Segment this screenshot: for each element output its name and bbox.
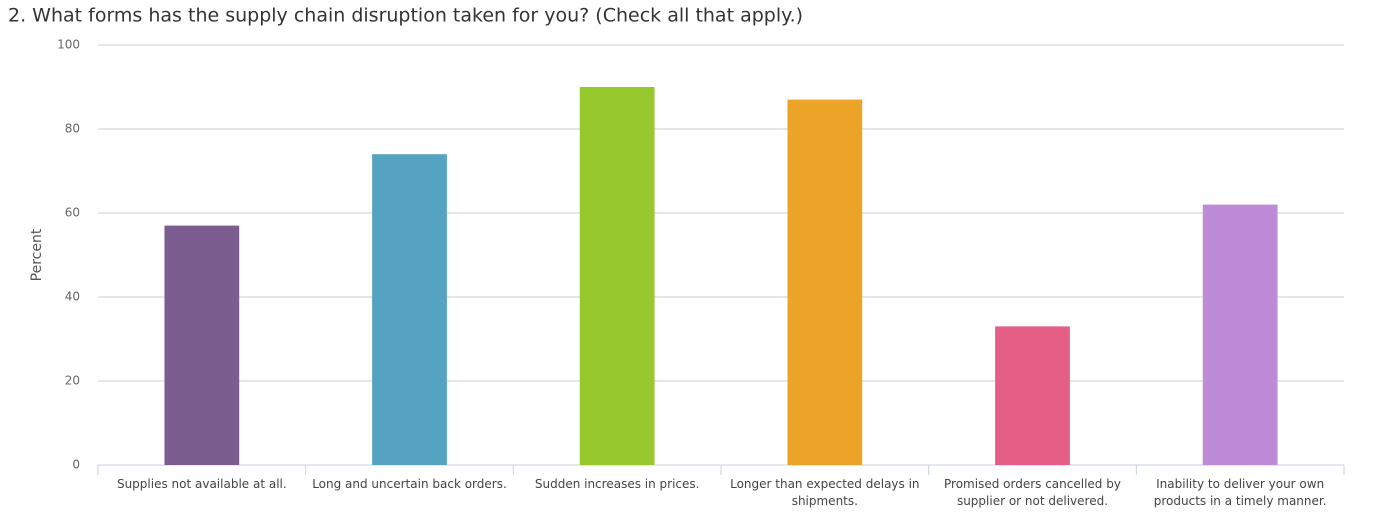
x-tick-label: Sudden increases in prices. [534,477,700,491]
y-tick-label: 40 [65,290,80,304]
chart-title: 2. What forms has the supply chain disru… [8,5,803,27]
x-tick-label: Supplies not available at all. [116,477,287,491]
x-tick-label: Long and uncertain back orders. [312,477,507,491]
bar [787,99,863,465]
y-tick-label: 100 [57,38,80,52]
y-tick-label: 80 [65,122,80,136]
bar [579,87,655,465]
bar [1202,204,1278,465]
x-tick-label: Longer than expected delays in shipments… [730,477,920,508]
bar [995,326,1070,465]
bar [372,154,447,465]
bar [164,225,240,465]
y-tick-label: 0 [72,458,80,472]
y-tick-label: 20 [65,374,80,388]
y-axis-label: Percent [29,228,45,281]
y-tick-label: 60 [65,206,80,220]
x-tick-label: Inability to deliver your own products i… [1153,477,1327,508]
x-tick-label: Promised orders cancelled by supplier or… [944,477,1121,508]
